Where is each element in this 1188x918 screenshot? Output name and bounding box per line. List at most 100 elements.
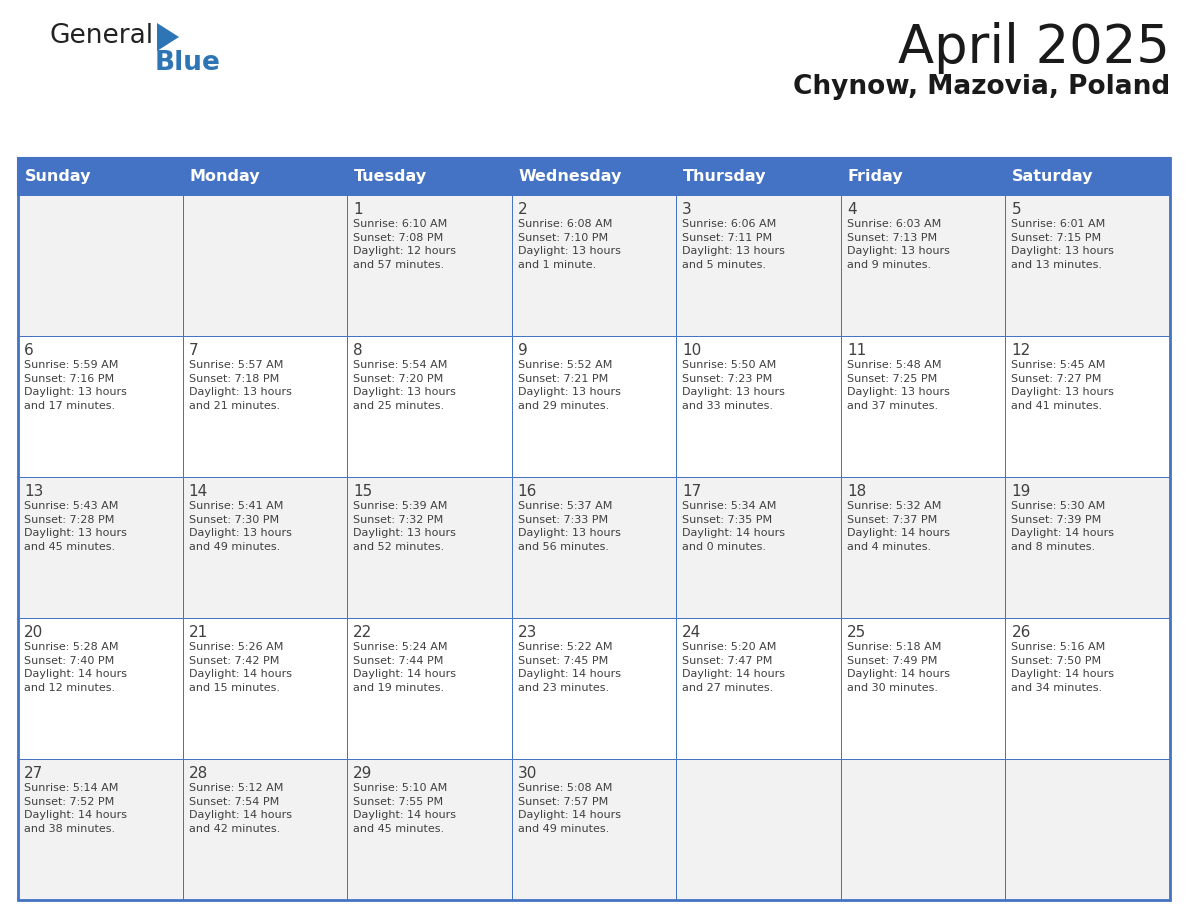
Text: Blue: Blue (154, 50, 221, 76)
Text: Sunrise: 5:59 AM
Sunset: 7:16 PM
Daylight: 13 hours
and 17 minutes.: Sunrise: 5:59 AM Sunset: 7:16 PM Dayligh… (24, 360, 127, 410)
Text: 19: 19 (1011, 484, 1031, 499)
Text: 25: 25 (847, 625, 866, 640)
Bar (183, 618, 347, 759)
Bar (841, 195, 1005, 336)
Text: Sunrise: 5:52 AM
Sunset: 7:21 PM
Daylight: 13 hours
and 29 minutes.: Sunrise: 5:52 AM Sunset: 7:21 PM Dayligh… (518, 360, 620, 410)
Text: Sunrise: 5:12 AM
Sunset: 7:54 PM
Daylight: 14 hours
and 42 minutes.: Sunrise: 5:12 AM Sunset: 7:54 PM Dayligh… (189, 783, 291, 834)
Text: Saturday: Saturday (1012, 169, 1093, 184)
Bar (841, 618, 1005, 759)
Text: Sunrise: 5:16 AM
Sunset: 7:50 PM
Daylight: 14 hours
and 34 minutes.: Sunrise: 5:16 AM Sunset: 7:50 PM Dayligh… (1011, 642, 1114, 693)
Bar (1005, 195, 1170, 336)
Text: Sunrise: 5:32 AM
Sunset: 7:37 PM
Daylight: 14 hours
and 4 minutes.: Sunrise: 5:32 AM Sunset: 7:37 PM Dayligh… (847, 501, 950, 552)
Bar (512, 336, 676, 477)
Text: Wednesday: Wednesday (518, 169, 621, 184)
Bar (183, 195, 347, 336)
Text: Sunrise: 5:08 AM
Sunset: 7:57 PM
Daylight: 14 hours
and 49 minutes.: Sunrise: 5:08 AM Sunset: 7:57 PM Dayligh… (518, 783, 620, 834)
Text: Sunrise: 5:39 AM
Sunset: 7:32 PM
Daylight: 13 hours
and 52 minutes.: Sunrise: 5:39 AM Sunset: 7:32 PM Dayligh… (353, 501, 456, 552)
Bar (18, 195, 183, 336)
Text: Sunrise: 5:22 AM
Sunset: 7:45 PM
Daylight: 14 hours
and 23 minutes.: Sunrise: 5:22 AM Sunset: 7:45 PM Dayligh… (518, 642, 620, 693)
Text: 20: 20 (24, 625, 43, 640)
Bar (512, 477, 676, 618)
Bar (676, 158, 841, 195)
Bar (841, 336, 1005, 477)
Bar (183, 158, 347, 195)
Text: 29: 29 (353, 766, 373, 781)
Text: 15: 15 (353, 484, 372, 499)
Bar (347, 336, 512, 477)
Bar (347, 158, 512, 195)
Bar (512, 158, 676, 195)
Text: Sunrise: 5:14 AM
Sunset: 7:52 PM
Daylight: 14 hours
and 38 minutes.: Sunrise: 5:14 AM Sunset: 7:52 PM Dayligh… (24, 783, 127, 834)
Bar (512, 618, 676, 759)
Text: 3: 3 (682, 202, 693, 217)
Text: 23: 23 (518, 625, 537, 640)
Text: Sunrise: 5:48 AM
Sunset: 7:25 PM
Daylight: 13 hours
and 37 minutes.: Sunrise: 5:48 AM Sunset: 7:25 PM Dayligh… (847, 360, 949, 410)
Text: Sunrise: 6:01 AM
Sunset: 7:15 PM
Daylight: 13 hours
and 13 minutes.: Sunrise: 6:01 AM Sunset: 7:15 PM Dayligh… (1011, 219, 1114, 270)
Bar (183, 477, 347, 618)
Text: April 2025: April 2025 (898, 22, 1170, 74)
Text: Sunrise: 5:43 AM
Sunset: 7:28 PM
Daylight: 13 hours
and 45 minutes.: Sunrise: 5:43 AM Sunset: 7:28 PM Dayligh… (24, 501, 127, 552)
Text: Sunrise: 5:57 AM
Sunset: 7:18 PM
Daylight: 13 hours
and 21 minutes.: Sunrise: 5:57 AM Sunset: 7:18 PM Dayligh… (189, 360, 291, 410)
Text: 2: 2 (518, 202, 527, 217)
Text: General: General (50, 23, 154, 49)
Bar (1005, 336, 1170, 477)
Bar (1005, 158, 1170, 195)
Text: Sunrise: 5:24 AM
Sunset: 7:44 PM
Daylight: 14 hours
and 19 minutes.: Sunrise: 5:24 AM Sunset: 7:44 PM Dayligh… (353, 642, 456, 693)
Text: 11: 11 (847, 343, 866, 358)
Text: Sunrise: 5:41 AM
Sunset: 7:30 PM
Daylight: 13 hours
and 49 minutes.: Sunrise: 5:41 AM Sunset: 7:30 PM Dayligh… (189, 501, 291, 552)
Text: Sunrise: 5:54 AM
Sunset: 7:20 PM
Daylight: 13 hours
and 25 minutes.: Sunrise: 5:54 AM Sunset: 7:20 PM Dayligh… (353, 360, 456, 410)
Text: 1: 1 (353, 202, 362, 217)
Text: Sunrise: 6:06 AM
Sunset: 7:11 PM
Daylight: 13 hours
and 5 minutes.: Sunrise: 6:06 AM Sunset: 7:11 PM Dayligh… (682, 219, 785, 270)
Text: Sunrise: 5:20 AM
Sunset: 7:47 PM
Daylight: 14 hours
and 27 minutes.: Sunrise: 5:20 AM Sunset: 7:47 PM Dayligh… (682, 642, 785, 693)
Bar (347, 195, 512, 336)
Text: Monday: Monday (189, 169, 260, 184)
Text: Sunrise: 5:10 AM
Sunset: 7:55 PM
Daylight: 14 hours
and 45 minutes.: Sunrise: 5:10 AM Sunset: 7:55 PM Dayligh… (353, 783, 456, 834)
Text: 21: 21 (189, 625, 208, 640)
Text: Sunrise: 5:45 AM
Sunset: 7:27 PM
Daylight: 13 hours
and 41 minutes.: Sunrise: 5:45 AM Sunset: 7:27 PM Dayligh… (1011, 360, 1114, 410)
Text: Thursday: Thursday (683, 169, 766, 184)
Bar (1005, 477, 1170, 618)
Text: 4: 4 (847, 202, 857, 217)
Bar (347, 759, 512, 900)
Bar (841, 477, 1005, 618)
Text: 13: 13 (24, 484, 44, 499)
Text: Sunrise: 5:50 AM
Sunset: 7:23 PM
Daylight: 13 hours
and 33 minutes.: Sunrise: 5:50 AM Sunset: 7:23 PM Dayligh… (682, 360, 785, 410)
Text: Sunrise: 6:03 AM
Sunset: 7:13 PM
Daylight: 13 hours
and 9 minutes.: Sunrise: 6:03 AM Sunset: 7:13 PM Dayligh… (847, 219, 949, 270)
Bar (676, 477, 841, 618)
Text: Tuesday: Tuesday (354, 169, 426, 184)
Bar (18, 477, 183, 618)
Text: 27: 27 (24, 766, 43, 781)
Bar (841, 158, 1005, 195)
Text: Sunrise: 5:18 AM
Sunset: 7:49 PM
Daylight: 14 hours
and 30 minutes.: Sunrise: 5:18 AM Sunset: 7:49 PM Dayligh… (847, 642, 950, 693)
Text: 16: 16 (518, 484, 537, 499)
Text: 14: 14 (189, 484, 208, 499)
Text: Sunrise: 5:34 AM
Sunset: 7:35 PM
Daylight: 14 hours
and 0 minutes.: Sunrise: 5:34 AM Sunset: 7:35 PM Dayligh… (682, 501, 785, 552)
Text: 24: 24 (682, 625, 702, 640)
Bar (18, 759, 183, 900)
Bar (1005, 618, 1170, 759)
Text: 22: 22 (353, 625, 372, 640)
Text: 10: 10 (682, 343, 702, 358)
Bar (676, 336, 841, 477)
Bar (512, 195, 676, 336)
Text: 6: 6 (24, 343, 33, 358)
Text: Sunrise: 5:26 AM
Sunset: 7:42 PM
Daylight: 14 hours
and 15 minutes.: Sunrise: 5:26 AM Sunset: 7:42 PM Dayligh… (189, 642, 291, 693)
Bar (183, 759, 347, 900)
Text: 8: 8 (353, 343, 362, 358)
Text: 18: 18 (847, 484, 866, 499)
Text: Sunday: Sunday (25, 169, 91, 184)
Bar (676, 618, 841, 759)
Bar (18, 618, 183, 759)
Text: 30: 30 (518, 766, 537, 781)
Text: Sunrise: 5:37 AM
Sunset: 7:33 PM
Daylight: 13 hours
and 56 minutes.: Sunrise: 5:37 AM Sunset: 7:33 PM Dayligh… (518, 501, 620, 552)
Text: Chynow, Mazovia, Poland: Chynow, Mazovia, Poland (792, 74, 1170, 100)
Bar (18, 158, 1170, 195)
Bar (347, 618, 512, 759)
Text: 28: 28 (189, 766, 208, 781)
Text: 26: 26 (1011, 625, 1031, 640)
Bar (676, 195, 841, 336)
Bar (183, 336, 347, 477)
Bar (18, 158, 1170, 900)
Text: 5: 5 (1011, 202, 1020, 217)
Text: 9: 9 (518, 343, 527, 358)
